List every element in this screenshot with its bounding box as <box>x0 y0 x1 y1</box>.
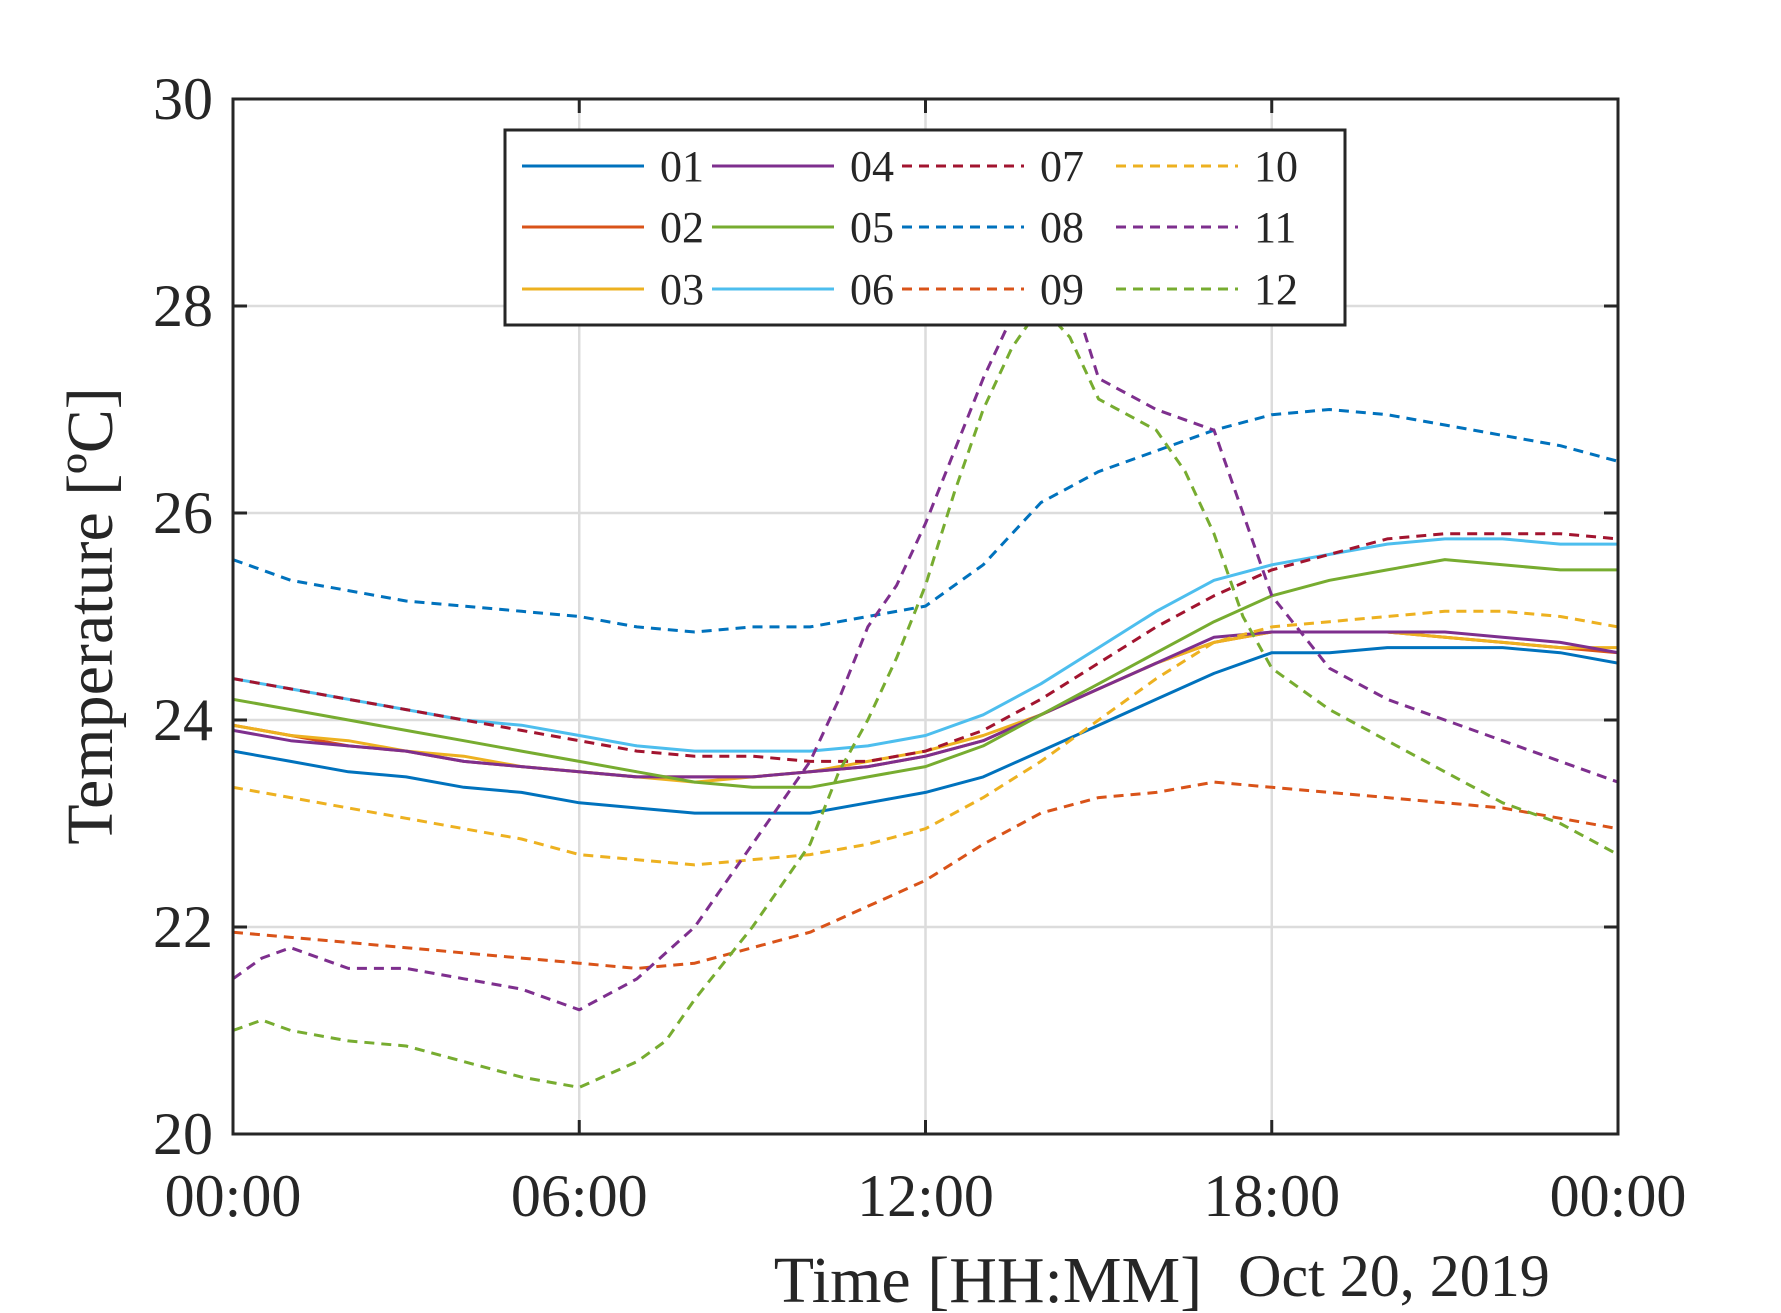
series-line-01 <box>233 646 1618 815</box>
series-line-07 <box>233 532 1618 763</box>
legend-label-05: 05 <box>850 203 894 252</box>
series-line-09 <box>233 780 1618 970</box>
x-tick-label: 12:00 <box>857 1163 994 1229</box>
legend-label-02: 02 <box>660 203 704 252</box>
series-line-08 <box>233 408 1618 634</box>
legend-label-07: 07 <box>1040 142 1084 191</box>
y-axis-label: Temperature [ºC] <box>54 387 127 844</box>
y-tick-label: 26 <box>153 480 213 546</box>
legend-label-04: 04 <box>850 142 894 191</box>
x-axis-date-label: Oct 20, 2019 <box>1238 1243 1550 1309</box>
x-tick-label: 06:00 <box>511 1163 648 1229</box>
y-tick-label: 28 <box>153 273 213 339</box>
legend-label-03: 03 <box>660 265 704 314</box>
y-tick-label: 24 <box>153 687 213 753</box>
x-tick-label: 00:00 <box>165 1163 302 1229</box>
series-line-05 <box>233 558 1618 789</box>
x-axis-label: Time [HH:MM] <box>774 1244 1202 1313</box>
legend-label-09: 09 <box>1040 265 1084 314</box>
series-line-10 <box>233 609 1618 867</box>
x-tick-label: 00:00 <box>1550 1163 1687 1229</box>
legend: 01 02 03 04 05 06 07 08 09 10 11 12 <box>503 128 1347 327</box>
series-line-11 <box>233 263 1618 1012</box>
series-lines <box>233 263 1618 1089</box>
x-tick-label: 18:00 <box>1203 1163 1340 1229</box>
y-tick-label: 30 <box>153 66 213 132</box>
legend-label-10: 10 <box>1254 142 1298 191</box>
series-line-04 <box>233 630 1618 779</box>
y-tick-label: 22 <box>153 894 213 960</box>
legend-label-06: 06 <box>850 265 894 314</box>
legend-label-08: 08 <box>1040 203 1084 252</box>
series-line-06 <box>233 537 1618 753</box>
legend-label-12: 12 <box>1254 265 1298 314</box>
legend-label-01: 01 <box>660 142 704 191</box>
y-tick-label: 20 <box>153 1101 213 1167</box>
legend-label-11: 11 <box>1254 203 1296 252</box>
